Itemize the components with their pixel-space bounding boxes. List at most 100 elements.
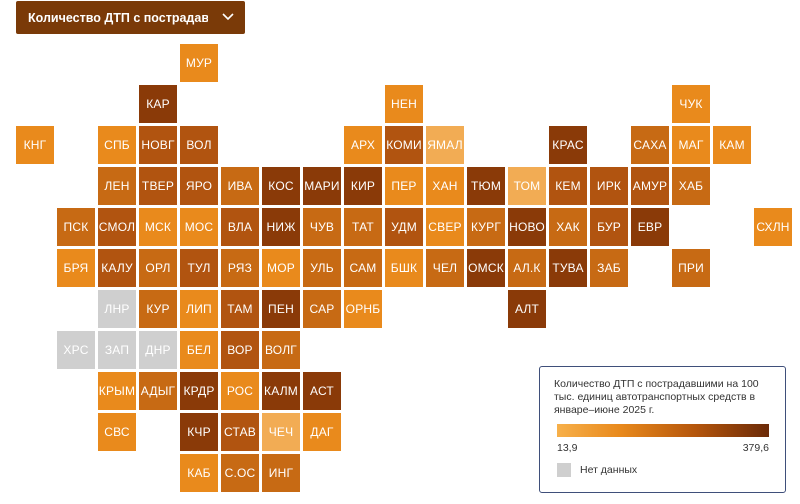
region-tile[interactable]: УДМ [385, 208, 423, 246]
region-tile[interactable]: ЧЕЛ [426, 249, 464, 287]
region-tile[interactable]: БШК [385, 249, 423, 287]
region-tile[interactable]: НИЖ [262, 208, 300, 246]
region-tile[interactable]: ТЮМ [467, 167, 505, 205]
region-tile[interactable]: ЯРО [180, 167, 218, 205]
region-tile[interactable]: АЛ.К [508, 249, 546, 287]
legend-panel: Количество ДТП с пострадавшими на 100 ты… [539, 366, 786, 493]
region-tile[interactable]: БЕЛ [180, 331, 218, 369]
region-tile[interactable]: МУР [180, 44, 218, 82]
region-tile[interactable]: СХЛН [754, 208, 792, 246]
region-tile[interactable]: ВОР [221, 331, 259, 369]
region-tile[interactable]: СТАВ [221, 413, 259, 451]
region-tile[interactable]: ПРИ [672, 249, 710, 287]
region-tile[interactable]: ДНР [139, 331, 177, 369]
region-tile[interactable]: САР [303, 290, 341, 328]
region-tile[interactable]: КУРГ [467, 208, 505, 246]
region-tile[interactable]: ЧУК [672, 85, 710, 123]
region-tile[interactable]: ВОЛГ [262, 331, 300, 369]
region-tile[interactable]: КЕМ [549, 167, 587, 205]
region-tile[interactable]: БУР [590, 208, 628, 246]
region-tile[interactable]: ВОЛ [180, 126, 218, 164]
region-tile[interactable]: СВС [98, 413, 136, 451]
region-tile[interactable]: ЧЕЧ [262, 413, 300, 451]
region-tile[interactable]: ХРС [57, 331, 95, 369]
region-tile[interactable]: ХАН [426, 167, 464, 205]
region-tile[interactable]: ИРК [590, 167, 628, 205]
region-tile[interactable]: ЗАП [98, 331, 136, 369]
region-tile[interactable]: АМУР [631, 167, 669, 205]
region-tile[interactable]: НЕН [385, 85, 423, 123]
region-tile[interactable]: КРЫМ [98, 372, 136, 410]
legend-title: Количество ДТП с пострадавшими на 100 ты… [554, 378, 759, 416]
region-tile[interactable]: КАЛУ [98, 249, 136, 287]
region-tile[interactable]: КАБ [180, 454, 218, 492]
legend-max-label: 379,6 [742, 442, 769, 454]
region-tile[interactable]: СПБ [98, 126, 136, 164]
region-tile[interactable]: КУР [139, 290, 177, 328]
region-tile[interactable]: КАЛМ [262, 372, 300, 410]
legend-nodata-label: Нет данных [580, 464, 638, 476]
region-tile[interactable]: КОС [262, 167, 300, 205]
metric-dropdown-label: Количество ДТП с пострадав... [28, 10, 208, 25]
region-tile[interactable]: КРДР [180, 372, 218, 410]
legend-min-label: 13,9 [557, 442, 578, 454]
region-tile[interactable]: СВЕР [426, 208, 464, 246]
region-tile[interactable]: АЛТ [508, 290, 546, 328]
region-tile[interactable]: ЛНР [98, 290, 136, 328]
region-tile[interactable]: АСТ [303, 372, 341, 410]
region-tile[interactable]: ТУЛ [180, 249, 218, 287]
region-tile[interactable]: ОРЛ [139, 249, 177, 287]
region-tile[interactable]: ПЕН [262, 290, 300, 328]
region-tile[interactable]: ТВЕР [139, 167, 177, 205]
legend-nodata-swatch [557, 463, 571, 477]
region-tile[interactable]: УЛЬ [303, 249, 341, 287]
legend-gradient-bar [557, 424, 769, 437]
region-tile[interactable]: МОР [262, 249, 300, 287]
region-tile[interactable]: ПЕР [385, 167, 423, 205]
region-tile[interactable]: ОМСК [467, 249, 505, 287]
region-tile[interactable]: ДАГ [303, 413, 341, 451]
region-tile[interactable]: ЛЕН [98, 167, 136, 205]
region-tile[interactable]: БРЯ [57, 249, 95, 287]
region-tile[interactable]: МАРИ [303, 167, 341, 205]
region-tile[interactable]: ЧУВ [303, 208, 341, 246]
region-tile[interactable]: МОС [180, 208, 218, 246]
region-tile[interactable]: МАГ [672, 126, 710, 164]
region-tile[interactable]: ХАК [549, 208, 587, 246]
region-tile[interactable]: КОМИ [385, 126, 423, 164]
region-tile[interactable]: ТУВА [549, 249, 587, 287]
region-tile[interactable]: ТАТ [344, 208, 382, 246]
region-tile[interactable]: ТАМ [221, 290, 259, 328]
metric-dropdown[interactable]: Количество ДТП с пострадав... [16, 1, 245, 34]
region-tile[interactable]: С.ОС [221, 454, 259, 492]
region-tile[interactable]: КИР [344, 167, 382, 205]
region-tile[interactable]: ТОМ [508, 167, 546, 205]
chevron-down-icon [222, 13, 234, 21]
region-tile[interactable]: РОС [221, 372, 259, 410]
region-tile[interactable]: КАМ [713, 126, 751, 164]
region-tile[interactable]: РЯЗ [221, 249, 259, 287]
region-tile[interactable]: ИВА [221, 167, 259, 205]
region-tile[interactable]: ВЛА [221, 208, 259, 246]
region-tile[interactable]: ЯМАЛ [426, 126, 464, 164]
region-tile[interactable]: ОРНБ [344, 290, 382, 328]
region-tile[interactable]: ЛИП [180, 290, 218, 328]
region-tile[interactable]: АРХ [344, 126, 382, 164]
region-tile[interactable]: НОВГ [139, 126, 177, 164]
region-tile[interactable]: САМ [344, 249, 382, 287]
region-tile[interactable]: ЗАБ [590, 249, 628, 287]
region-tile[interactable]: НОВО [508, 208, 546, 246]
region-tile[interactable]: КРАС [549, 126, 587, 164]
region-tile[interactable]: ПСК [57, 208, 95, 246]
region-tile[interactable]: КАР [139, 85, 177, 123]
region-tile[interactable]: КНГ [16, 126, 54, 164]
region-tile[interactable]: САХА [631, 126, 669, 164]
region-tile[interactable]: АДЫГ [139, 372, 177, 410]
region-tile[interactable]: СМОЛ [98, 208, 136, 246]
region-tile[interactable]: ЕВР [631, 208, 669, 246]
region-tile[interactable]: МСК [139, 208, 177, 246]
region-tile[interactable]: ХАБ [672, 167, 710, 205]
region-tile[interactable]: КЧР [180, 413, 218, 451]
region-tile[interactable]: ИНГ [262, 454, 300, 492]
